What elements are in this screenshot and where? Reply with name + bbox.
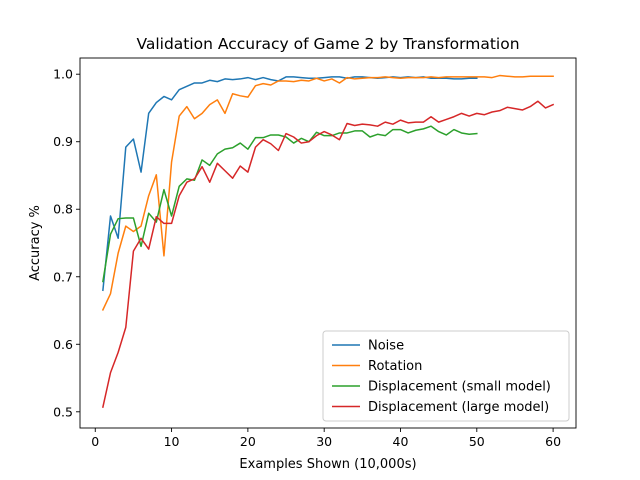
y-tick-label: 0.8 <box>53 202 73 217</box>
y-tick-label: 1.0 <box>53 67 73 82</box>
y-tick-label: 0.7 <box>53 269 73 284</box>
series-line-2 <box>101 74 554 311</box>
legend-label-3: Displacement (small model) <box>368 380 551 395</box>
series-line-4 <box>101 100 555 408</box>
legend-label-1: Noise <box>368 339 404 354</box>
x-tick-label: 0 <box>91 434 99 449</box>
y-tick-label: 0.6 <box>53 337 73 352</box>
x-tick-label: 50 <box>469 434 485 449</box>
x-tick-label: 60 <box>545 434 561 449</box>
plot-frame <box>79 57 577 429</box>
y-tick-label: 0.9 <box>53 134 73 149</box>
y-axis-ticks: 0.5 0.6 0.7 0.8 0.9 1.0 <box>53 67 80 419</box>
series-line-3 <box>102 125 478 283</box>
chart-title: Validation Accuracy of Game 2 by Transfo… <box>136 35 519 53</box>
legend: Noise Rotation Displacement (small model) D… <box>322 330 570 422</box>
x-tick-label: 10 <box>164 434 180 449</box>
x-axis-ticks: 0 10 20 30 40 50 60 <box>91 428 561 449</box>
legend-label-2: Rotation <box>368 359 422 374</box>
y-axis-label: Accuracy % <box>28 205 43 281</box>
legend-label-4: Displacement (large model) <box>368 400 549 415</box>
x-axis-label: Examples Shown (10,000s) <box>239 457 416 472</box>
series-layer <box>101 74 555 408</box>
legend-items: Noise Rotation Displacement (small model) D… <box>332 339 551 415</box>
x-tick-label: 40 <box>393 434 409 449</box>
y-tick-label: 0.5 <box>53 404 73 419</box>
legend-box <box>322 330 570 422</box>
x-tick-label: 20 <box>240 434 256 449</box>
x-tick-label: 30 <box>316 434 332 449</box>
